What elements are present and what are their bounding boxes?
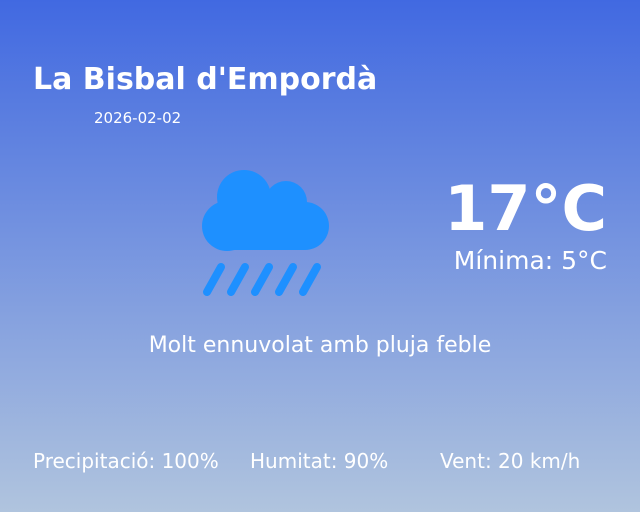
city-name: La Bisbal d'Empordà [33,62,378,97]
wind-stat: Vent: 20 km/h [440,449,581,473]
precipitation-stat: Precipitació: 100% [33,449,219,473]
weather-description: Molt ennuvolat amb pluja feble [148,333,492,358]
humidity-stat: Humitat: 90% [250,449,389,473]
current-temperature: 17°C [444,172,607,245]
forecast-date: 2026-02-02 [94,109,182,127]
cloud-rain-icon [202,170,329,296]
minimum-temperature: Mínima: 5°C [453,246,607,275]
